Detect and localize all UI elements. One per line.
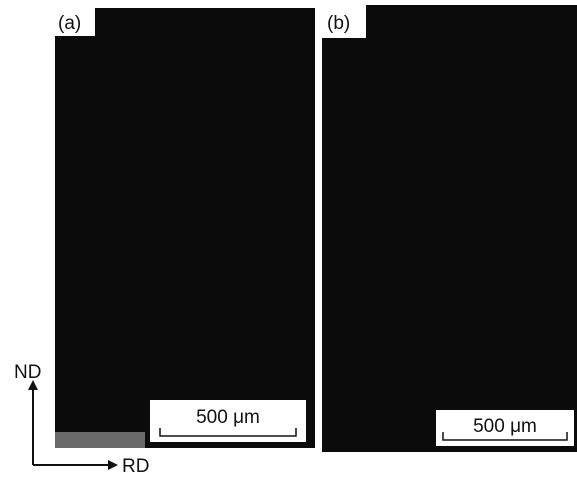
panel-b: (b) 500 μm (322, 5, 577, 452)
rd-label: RD (122, 456, 149, 477)
specimen-edge (55, 432, 145, 448)
micrograph (322, 5, 577, 452)
scale-label: 500 μm (473, 416, 537, 437)
label-box (322, 5, 366, 38)
scale-bar (442, 432, 568, 441)
orientation: ND RD (14, 362, 149, 477)
micrograph (55, 8, 315, 448)
scale-bar (159, 428, 297, 437)
scale-label: 500 μm (196, 407, 260, 428)
panel-label: (a) (58, 13, 81, 34)
panel-a: (a) 500 μm (55, 8, 315, 448)
nd-label: ND (14, 362, 41, 383)
panel-label: (b) (327, 13, 350, 34)
label-box (55, 8, 95, 36)
scale-box (150, 400, 306, 442)
